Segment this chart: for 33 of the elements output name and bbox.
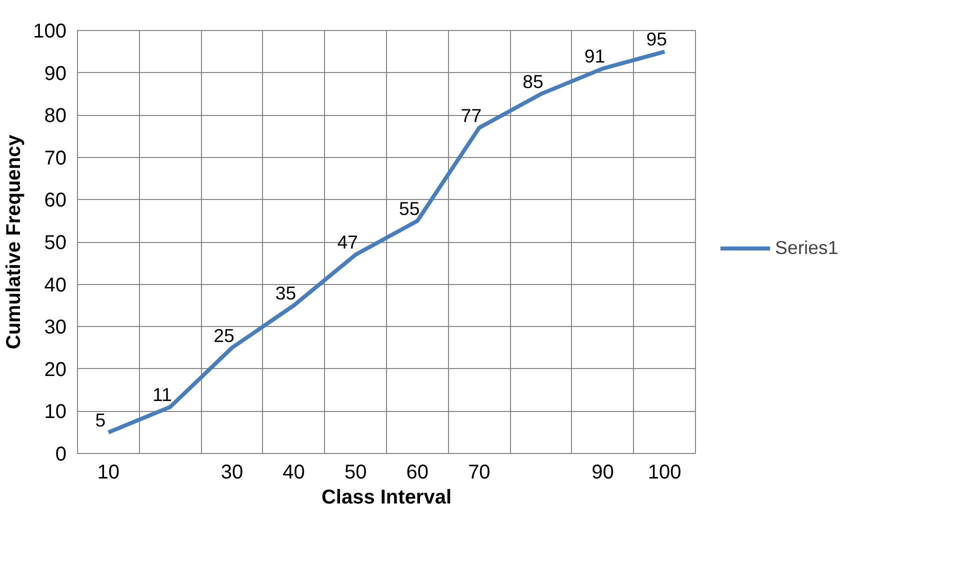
data-label: 47 (337, 232, 358, 253)
y-tick-label: 90 (44, 62, 67, 85)
data-label: 91 (584, 46, 606, 67)
x-tick-label: 30 (220, 462, 244, 484)
x-tick-label: 40 (282, 462, 305, 484)
data-label: 35 (275, 282, 296, 304)
y-tick-label: 60 (44, 190, 67, 212)
y-tick-label: 80 (44, 105, 67, 128)
y-tick-label: 20 (44, 358, 67, 381)
legend-label: Series1 (775, 236, 838, 258)
data-label: 55 (399, 198, 420, 219)
data-label: 11 (152, 384, 172, 405)
x-tick-label: 10 (97, 462, 120, 484)
data-label: 25 (214, 324, 234, 346)
data-label: 77 (460, 104, 482, 126)
y-tick-label: 50 (44, 232, 67, 254)
x-axis-title: Class Interval (321, 486, 452, 508)
y-tick-label: 100 (33, 20, 67, 42)
y-tick-label: 10 (44, 401, 67, 424)
x-tick-label: 50 (344, 462, 367, 484)
line-series (106, 50, 667, 434)
x-tick-label: 60 (406, 462, 429, 484)
x-tick-label: 90 (592, 462, 614, 484)
y-tick-label: 40 (44, 274, 67, 296)
y-tick-label: 70 (44, 147, 67, 170)
y-tick-label: 0 (55, 444, 66, 466)
x-tick-label: 100 (648, 462, 682, 484)
y-axis-title: Cumulative Frequency (3, 134, 26, 350)
y-tick-label: 30 (44, 316, 67, 339)
data-label: 95 (646, 28, 667, 50)
data-label: 85 (522, 70, 544, 92)
data-label: 5 (95, 409, 106, 430)
x-tick-label: 70 (468, 462, 490, 484)
